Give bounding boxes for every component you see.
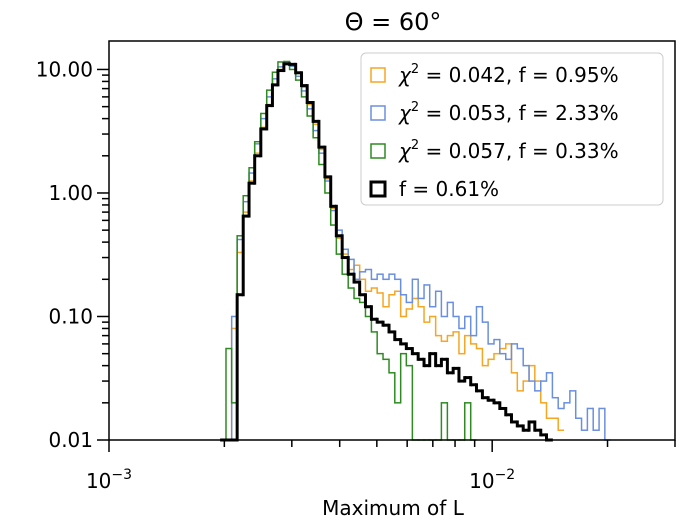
x-tick-label: 10−2 xyxy=(469,467,515,493)
legend-swatch-chi2_0.057 xyxy=(370,143,386,159)
y-tick-labels: 0.01 0.10 1.00 10.00 xyxy=(36,57,93,452)
legend-label-chi2_0.053: χ2 = 0.053, f = 2.33% xyxy=(398,100,619,125)
x-tick-label-exponent: −3 xyxy=(111,467,132,483)
legend-chi-symbol: χ xyxy=(398,101,412,125)
y-tick-label: 0.10 xyxy=(48,304,93,328)
legend-swatch-f_0.61 xyxy=(369,180,387,198)
x-tick-label-base: 10 xyxy=(86,469,111,493)
y-tick-label: 0.01 xyxy=(48,428,93,452)
y-tick-label: 1.00 xyxy=(48,181,93,205)
legend-value-text: = 0.057, f = 0.33% xyxy=(419,139,619,163)
legend-entries: χ2 = 0.042, f = 0.95%χ2 = 0.053, f = 2.3… xyxy=(369,62,619,201)
x-axis-label: Maximum of L xyxy=(322,496,465,520)
legend-label-chi2_0.042: χ2 = 0.042, f = 0.95% xyxy=(398,62,619,87)
legend-value-text: f = 0.61% xyxy=(399,177,499,201)
legend-superscript: 2 xyxy=(411,100,419,115)
legend-swatch-chi2_0.053 xyxy=(370,105,386,121)
legend-swatch-chi2_0.042 xyxy=(370,67,386,83)
legend-superscript: 2 xyxy=(411,62,419,77)
chart-title: Θ = 60° xyxy=(345,8,442,36)
legend-chi-symbol: χ xyxy=(398,63,412,87)
legend-label-f_0.61: f = 0.61% xyxy=(399,177,499,201)
x-tick-label: 10−3 xyxy=(86,467,132,493)
x-tick-labels: 10−3 10−2 xyxy=(86,467,515,493)
legend-chi-symbol: χ xyxy=(398,139,412,163)
plot-frame xyxy=(108,40,676,441)
y-tick-label: 10.00 xyxy=(36,57,93,81)
legend-value-text: = 0.053, f = 2.33% xyxy=(419,101,619,125)
series-f_0.61 xyxy=(220,62,553,442)
legend-box xyxy=(360,52,664,206)
x-tick-label-base: 10 xyxy=(469,469,494,493)
legend-superscript: 2 xyxy=(411,138,419,153)
x-tick-label-exponent: −2 xyxy=(495,467,516,483)
axis-ticks xyxy=(97,68,676,452)
legend-value-text: = 0.042, f = 0.95% xyxy=(419,63,619,87)
series-layer xyxy=(220,60,611,442)
legend-label-chi2_0.057: χ2 = 0.057, f = 0.33% xyxy=(398,138,619,163)
legend: χ2 = 0.042, f = 0.95%χ2 = 0.053, f = 2.3… xyxy=(360,52,664,206)
